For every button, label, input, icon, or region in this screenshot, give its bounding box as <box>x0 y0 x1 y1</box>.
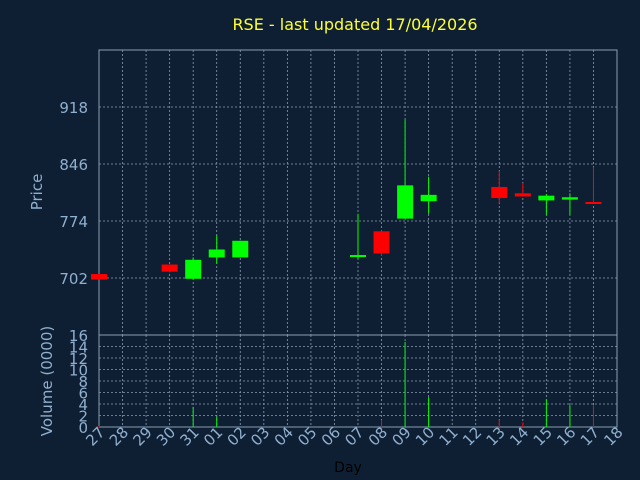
candle-body <box>538 195 555 201</box>
volume-axis-label: Volume (0000) <box>38 326 56 436</box>
candle-body <box>91 274 107 280</box>
candle-body <box>208 249 225 258</box>
price-tick-label: 918 <box>59 99 88 117</box>
candle-body <box>350 255 366 258</box>
price-plot-frame <box>98 49 618 336</box>
candle-body <box>397 185 414 219</box>
price-axis-label: Price <box>28 174 46 211</box>
candle-body <box>561 197 578 200</box>
chart-title: RSE - last updated 17/04/2026 <box>232 15 477 34</box>
volume-tick-label: 6 <box>78 385 88 403</box>
candle-body <box>420 194 437 202</box>
candle-body <box>491 186 508 199</box>
price-tick-label: 774 <box>59 213 88 231</box>
volume-tick-label: 14 <box>69 339 88 357</box>
volume-tick-label: 4 <box>78 396 88 414</box>
volume-tick-label: 10 <box>69 362 88 380</box>
volume-tick-label: 8 <box>78 373 88 391</box>
candle-body <box>585 202 602 204</box>
volume-tick-label: 12 <box>69 350 88 368</box>
candle-body <box>161 264 178 272</box>
price-tick-label: 702 <box>59 270 88 288</box>
candle-body <box>185 259 202 279</box>
volume-tick-label: 0 <box>78 419 88 437</box>
volume-plot-frame <box>98 334 618 428</box>
volume-tick-label: 16 <box>69 327 88 345</box>
candle-body <box>373 231 390 254</box>
candle-body <box>232 240 249 258</box>
x-axis-label: Day <box>334 460 362 476</box>
candle-body <box>514 193 531 197</box>
volume-tick-label: 2 <box>78 408 88 426</box>
price-tick-label: 846 <box>59 156 88 174</box>
